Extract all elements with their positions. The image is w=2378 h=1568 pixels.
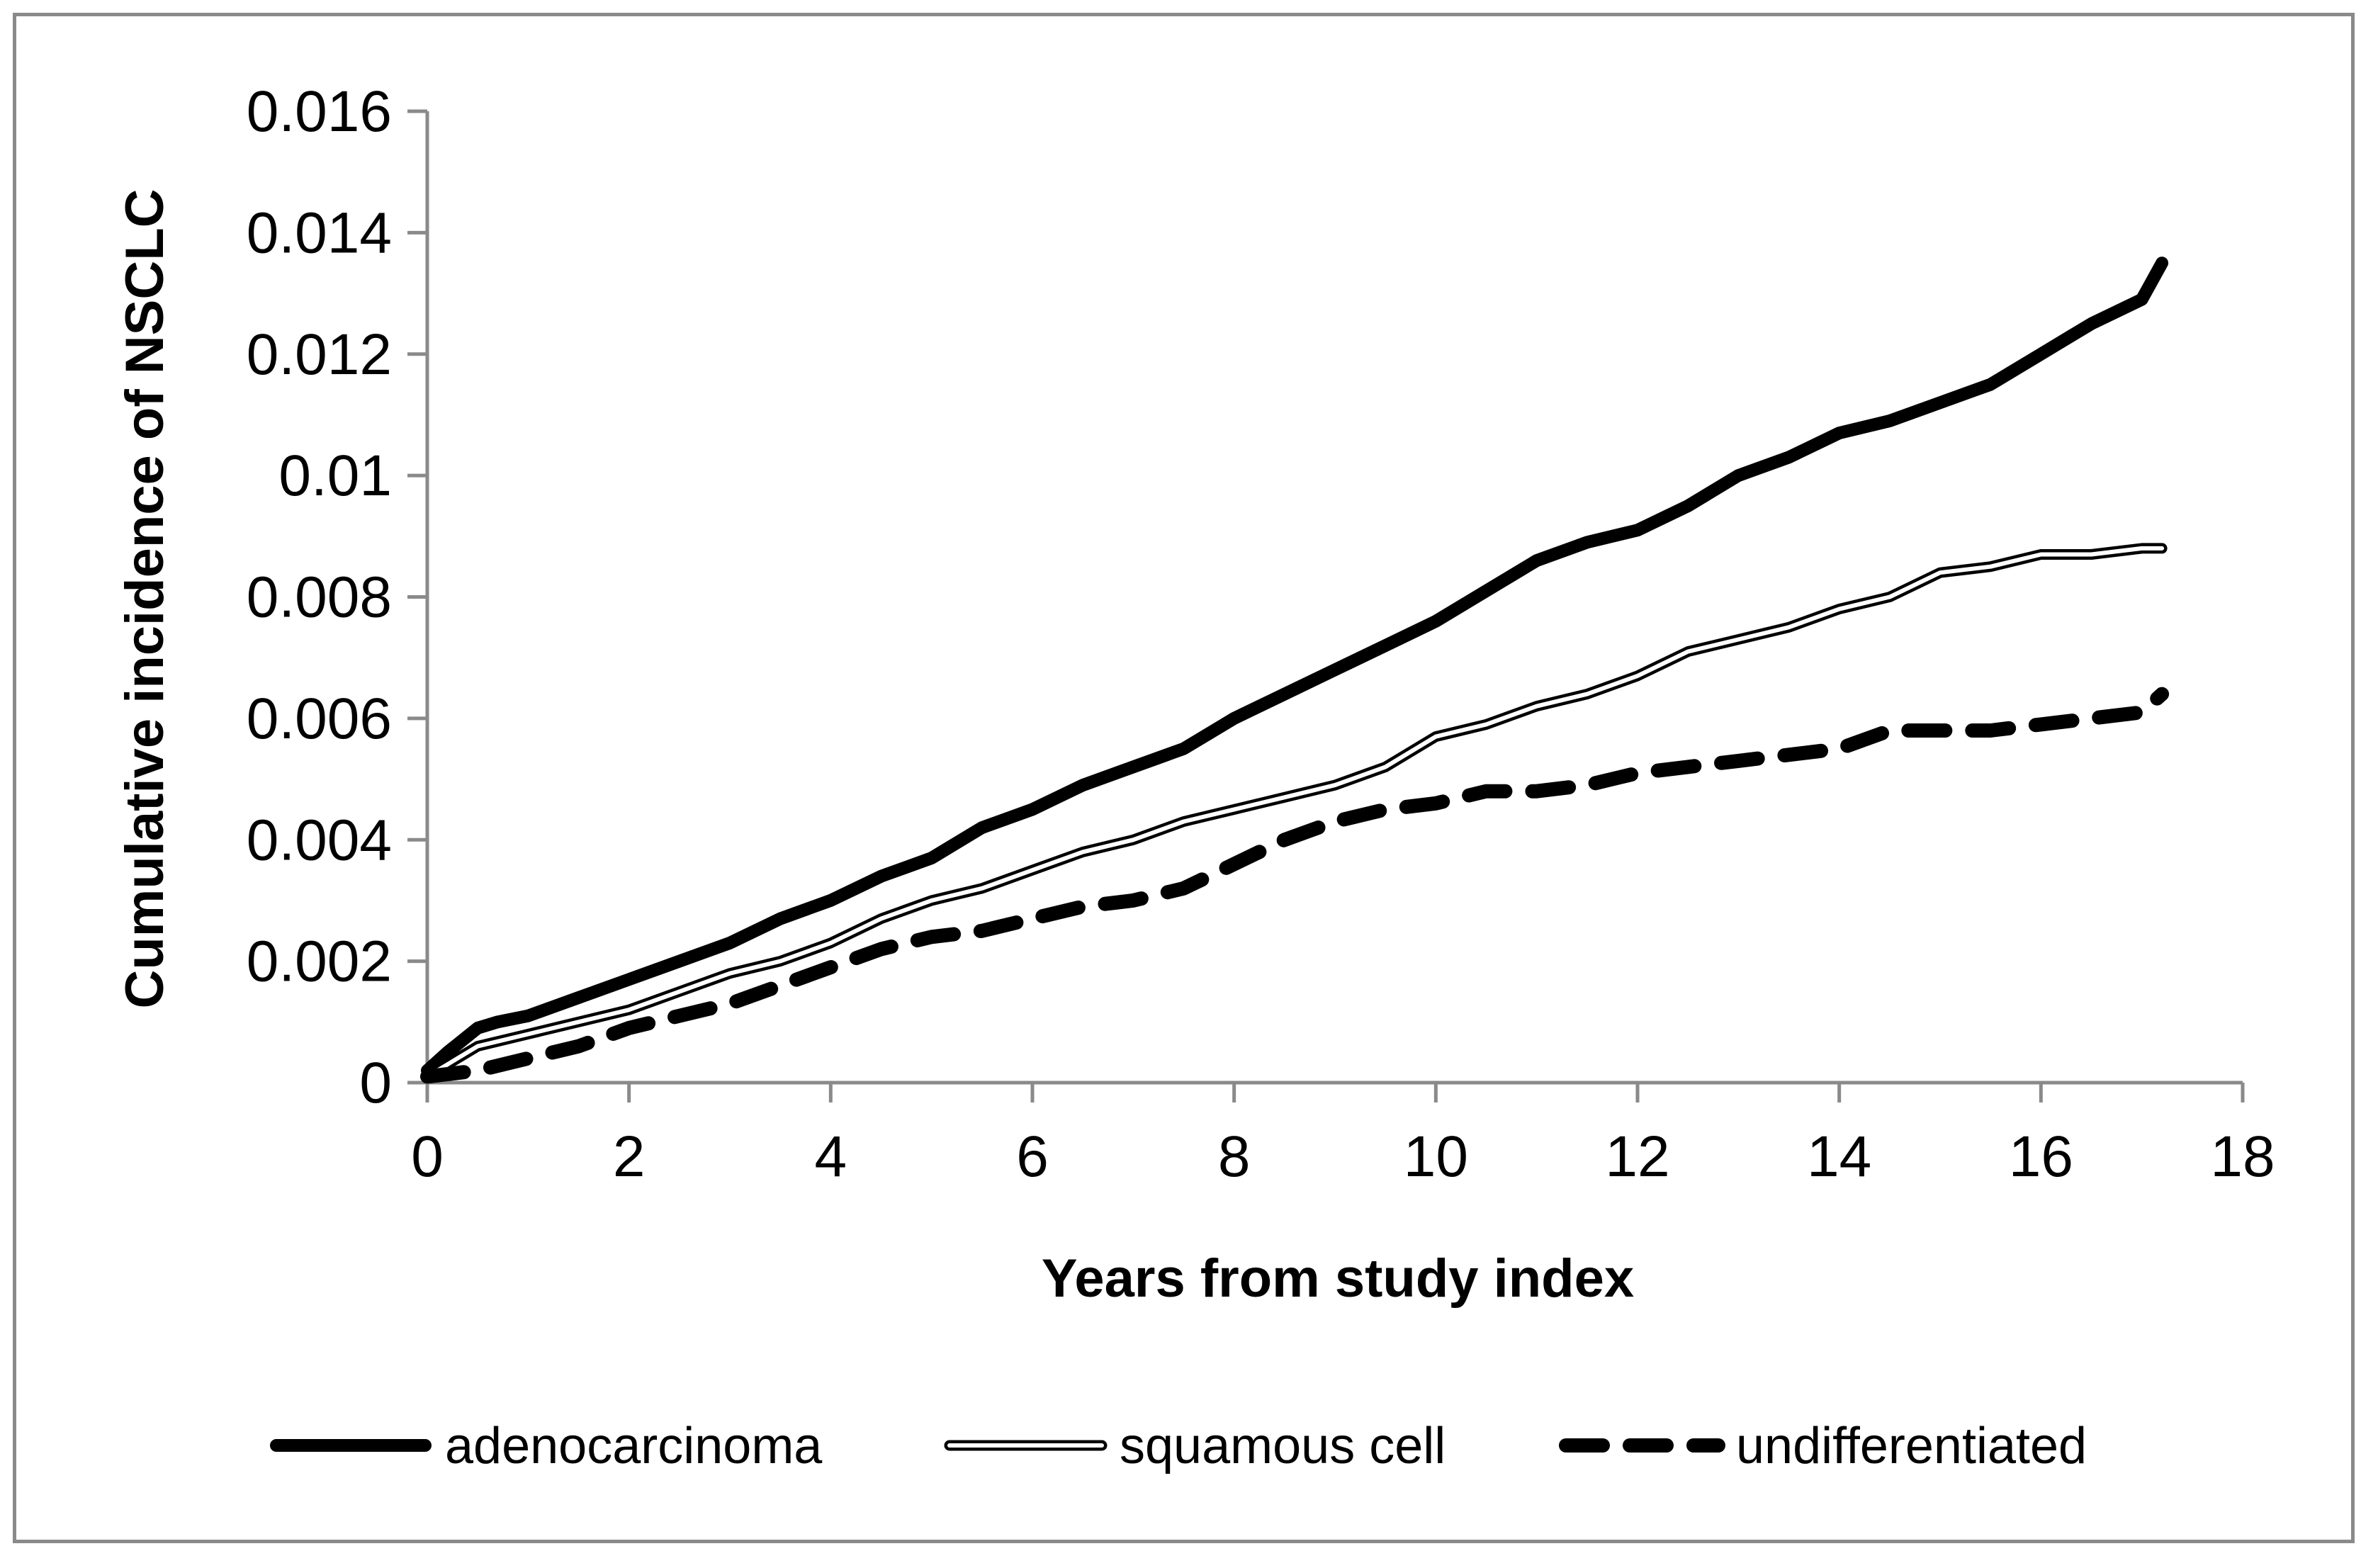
series-line-adenocarcinoma [421, 256, 2169, 1077]
y-tick-label: 0.012 [247, 322, 392, 387]
legend-item-squamous-cell: squamous cell [944, 1418, 1446, 1474]
y-tick-label: 0.006 [247, 687, 392, 751]
y-tick-label: 0.004 [247, 808, 392, 872]
x-tick-label: 16 [2009, 1124, 2073, 1189]
legend-label: adenocarcinoma [445, 1418, 823, 1474]
y-tick-label: 0.016 [247, 79, 392, 144]
y-tick-label: 0.01 [278, 444, 392, 508]
tick-labels: 0 0.002 0.004 0.006 0.008 0.01 0.012 0.014 0.016… [247, 79, 2275, 1189]
legend-label: undifferentiated [1736, 1418, 2087, 1474]
series-line-squamous-cell-inner [425, 546, 2165, 1079]
series-line-undifferentiated [420, 687, 2170, 1084]
x-tick-label: 0 [411, 1124, 444, 1189]
chart-frame [13, 13, 2355, 1543]
legend: adenocarcinoma squamous cell undifferentia… [270, 1418, 2087, 1474]
y-axis-title: Cumulative incidence of NSCLC [115, 188, 175, 1008]
x-tick-label: 4 [815, 1124, 847, 1189]
y-tick-label: 0.014 [247, 201, 392, 265]
x-tick-label: 6 [1016, 1124, 1049, 1189]
legend-item-adenocarcinoma: adenocarcinoma [270, 1418, 823, 1474]
y-tick-label: 0.002 [247, 930, 392, 994]
x-tick-label: 14 [1807, 1124, 1871, 1189]
x-tick-label: 12 [1605, 1124, 1669, 1189]
x-axis-title: Years from study index [1042, 1248, 1634, 1309]
plot-lines [420, 256, 2170, 1084]
axes [425, 111, 2243, 1085]
x-tick-label: 8 [1218, 1124, 1251, 1189]
legend-item-undifferentiated: undifferentiated [1559, 1418, 2087, 1474]
x-tick-label: 18 [2210, 1124, 2275, 1189]
y-tick-label: 0.008 [247, 565, 392, 630]
series-line-squamous-cell-outer [422, 543, 2168, 1082]
x-tick-label: 2 [613, 1124, 646, 1189]
y-tick-label: 0 [359, 1051, 392, 1115]
legend-label: squamous cell [1120, 1418, 1446, 1474]
x-tick-label: 10 [1404, 1124, 1468, 1189]
series-line-squamous-cell [422, 543, 2168, 1082]
